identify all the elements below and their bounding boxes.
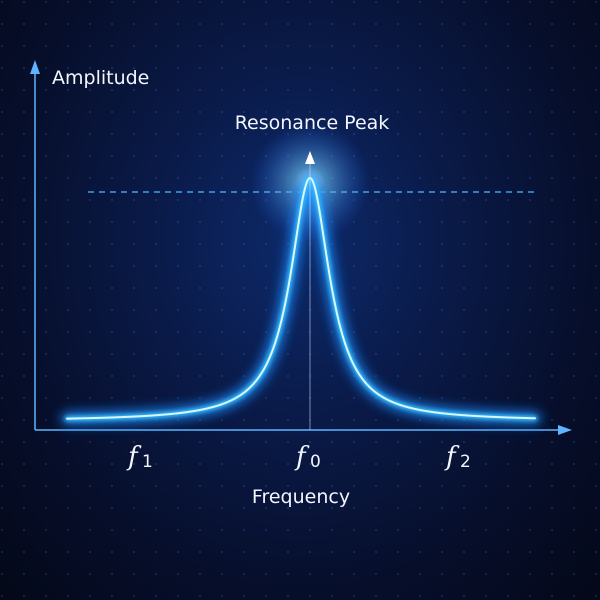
resonance-curve	[66, 176, 536, 420]
tick-subscript: 1	[142, 452, 153, 472]
peak-label: Resonance Peak	[235, 112, 390, 134]
y-axis-label: Amplitude	[52, 67, 149, 89]
tick-subscript: 0	[310, 452, 321, 472]
peak-arrow-icon	[305, 151, 315, 164]
x-axis-label: Frequency	[252, 486, 350, 508]
tick-subscript: 2	[460, 452, 471, 472]
y-axis-arrow-icon	[30, 60, 40, 74]
x-axis-arrow-icon	[558, 425, 572, 435]
